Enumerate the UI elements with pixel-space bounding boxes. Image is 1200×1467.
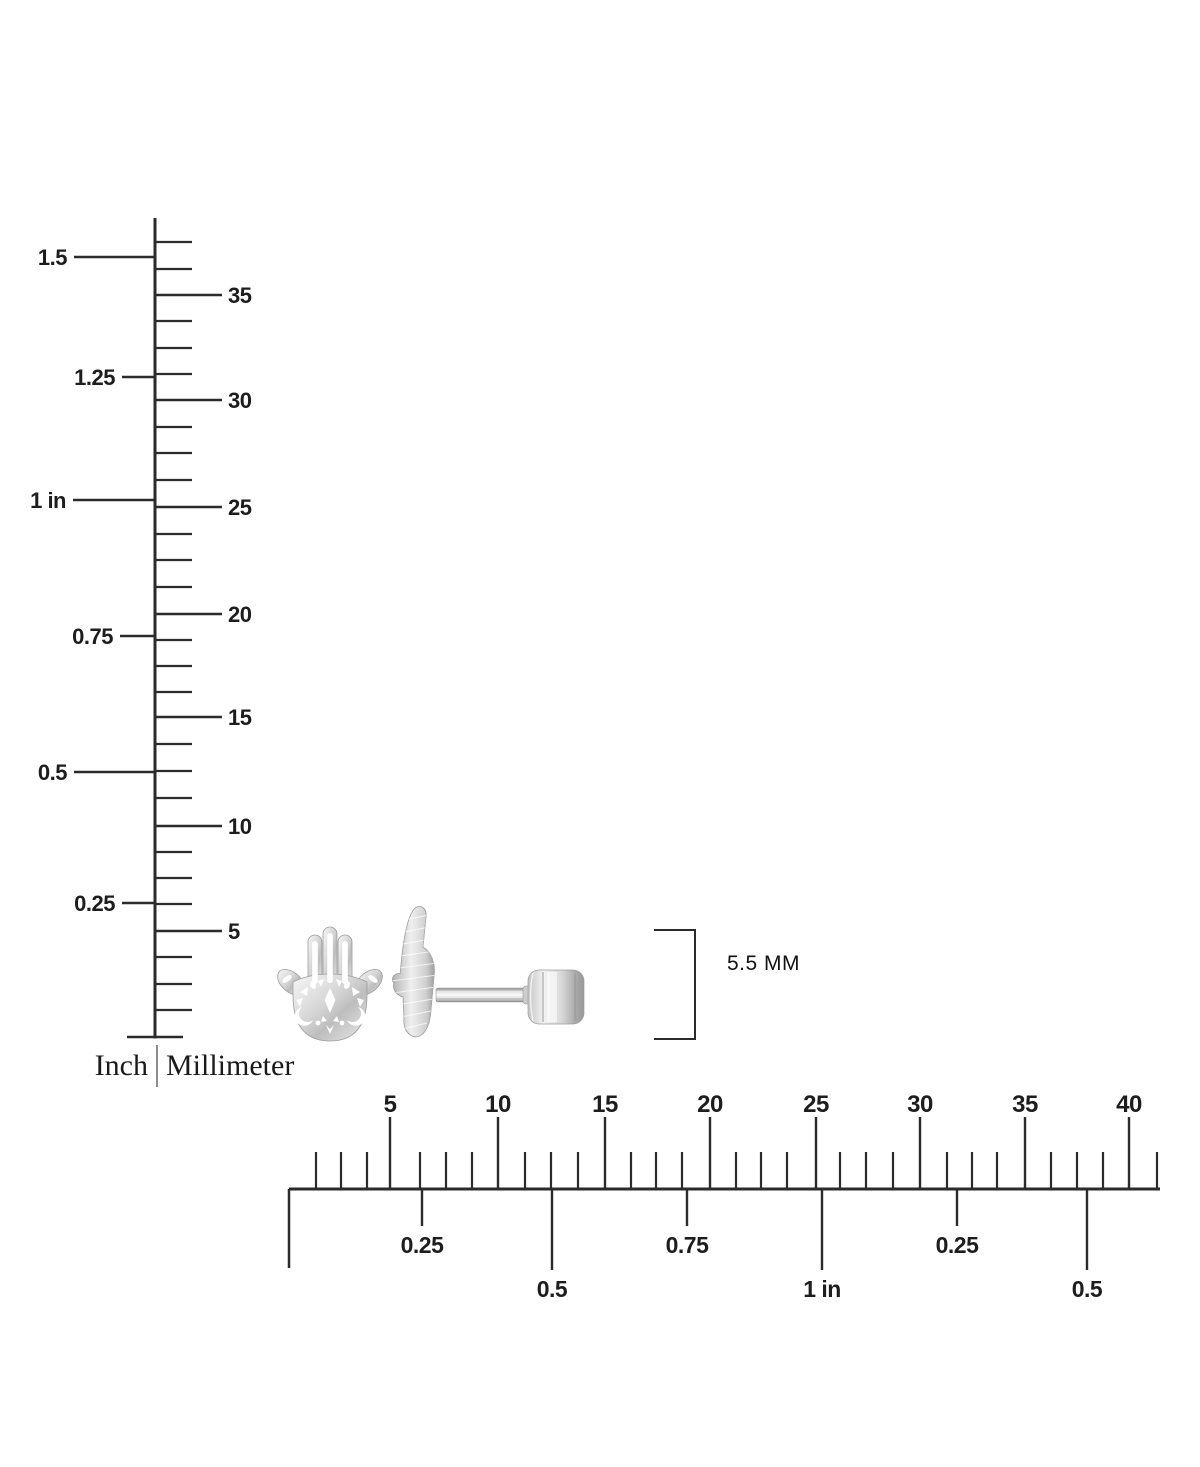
vertical-ruler-mm-label: 20 <box>228 602 252 627</box>
vertical-ruler-inch-label: 1.25 <box>74 365 115 390</box>
horizontal-ruler-mm-label: 30 <box>907 1091 933 1118</box>
horizontal-ruler-mm-label: 25 <box>803 1091 829 1118</box>
horizontal-ruler-mm-label: 20 <box>697 1091 723 1118</box>
horizontal-ruler-mm-label: 35 <box>1012 1091 1038 1118</box>
earrings-product-image <box>277 906 585 1042</box>
vertical-ruler-inch-label: 0.75 <box>72 624 113 649</box>
horizontal-ruler-mm-label: 10 <box>485 1091 511 1118</box>
measurement-value: 5.5 MM <box>727 952 801 975</box>
vertical-ruler-mm-label: 5 <box>228 919 240 944</box>
horizontal-ruler-inch-label: 0.25 <box>936 1232 979 1258</box>
vertical-ruler-mm-label: 25 <box>228 495 252 520</box>
vertical-ruler-mm-label: 30 <box>228 388 252 413</box>
hamsa-cutout-pattern <box>282 933 378 1034</box>
vertical-ruler-mm-label: 15 <box>228 705 252 730</box>
vertical-ruler-mm-label: 35 <box>228 283 252 308</box>
horizontal-ruler-inch-label: 0.75 <box>666 1232 709 1258</box>
horizontal-ruler-mm-label: 40 <box>1116 1091 1142 1118</box>
vertical-ruler-inch-label: 0.5 <box>38 760 67 785</box>
unit-label-millimeter: Millimeter <box>166 1049 295 1082</box>
unit-label-divider <box>156 1045 158 1087</box>
horizontal-ruler-inch-label: 1 in <box>803 1276 841 1302</box>
horizontal-ruler-inch-label: 0.25 <box>401 1232 444 1258</box>
hamsa-side-view <box>392 906 585 1038</box>
size-bracket <box>654 929 696 1040</box>
hamsa-profile <box>392 906 435 1038</box>
vertical-ruler-inch-label: 1.5 <box>38 245 67 270</box>
vertical-ruler-inch-label: 1 in <box>30 488 66 513</box>
unit-label-inch: Inch <box>94 1049 148 1082</box>
horizontal-ruler-mm-label: 5 <box>384 1091 397 1118</box>
earring-screw-back <box>527 969 585 1025</box>
vertical-ruler-mm-label: 10 <box>228 814 252 839</box>
horizontal-ruler-inch-label: 0.5 <box>537 1276 568 1302</box>
hamsa-front-view <box>277 926 383 1042</box>
horizontal-ruler-inch-label: 0.5 <box>1072 1276 1103 1302</box>
vertical-ruler-inch-label: 0.25 <box>74 891 115 916</box>
horizontal-ruler-mm-label: 15 <box>592 1091 618 1118</box>
